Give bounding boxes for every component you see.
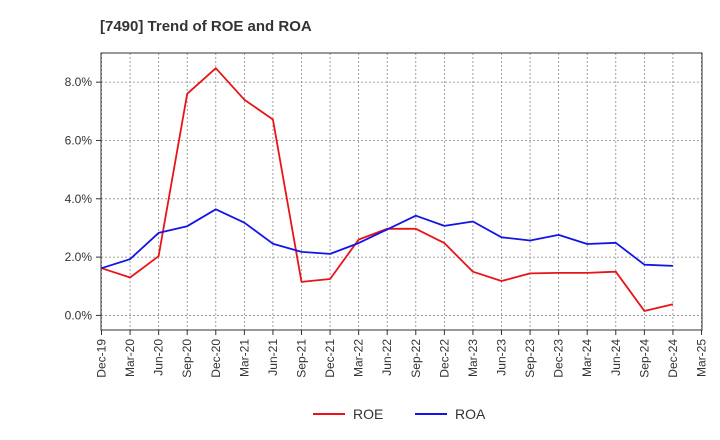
x-tick-label: Jun-21 (266, 339, 280, 376)
grid-layer (101, 53, 702, 330)
y-tick-label: 8.0% (65, 75, 93, 89)
x-tick-label: Jun-20 (152, 339, 166, 376)
x-tick-label: Dec-20 (209, 339, 223, 378)
x-tick-label: Sep-23 (523, 339, 537, 378)
x-tick-label: Mar-20 (123, 339, 137, 377)
x-tick-label: Mar-23 (466, 339, 480, 377)
series-line-roa (101, 208, 673, 270)
x-tick-label: Mar-21 (237, 339, 251, 377)
x-tick-label: Dec-24 (666, 339, 680, 378)
x-tick-label: Jun-23 (495, 339, 509, 376)
x-tick-label: Mar-25 (695, 339, 709, 377)
x-tick-label: Mar-22 (352, 339, 366, 377)
legend-label-roe: ROE (353, 406, 383, 422)
y-tick-label: 6.0% (65, 133, 93, 147)
x-axis: Dec-19 Mar-20 Jun-20 Sep-20 Dec-20 Mar-21 Jun-… (95, 330, 709, 378)
x-tick-label: Jun-22 (380, 339, 394, 376)
x-tick-label: Sep-22 (409, 339, 423, 378)
plot-frame (100, 52, 703, 331)
x-tick-label: Sep-20 (180, 339, 194, 378)
x-tick-label: Jun-24 (609, 339, 623, 376)
series-layer (101, 67, 674, 312)
y-tick-label: 2.0% (65, 250, 93, 264)
y-tick-label: 4.0% (65, 192, 93, 206)
legend-label-roa: ROA (455, 406, 486, 422)
y-tick-label: 0.0% (65, 308, 93, 322)
y-axis: 0.0% 2.0% 4.0% 6.0% 8.0% (65, 75, 101, 322)
chart-title: [7490] Trend of ROE and ROA (100, 18, 312, 35)
x-tick-label: Mar-24 (580, 339, 594, 377)
legend: ROE ROA (313, 406, 486, 422)
x-tick-label: Dec-23 (552, 339, 566, 378)
x-tick-label: Dec-21 (323, 339, 337, 378)
x-tick-label: Dec-19 (95, 339, 109, 378)
x-tick-label: Dec-22 (437, 339, 451, 378)
x-tick-label: Sep-24 (637, 339, 651, 378)
x-tick-label: Sep-21 (295, 339, 309, 378)
